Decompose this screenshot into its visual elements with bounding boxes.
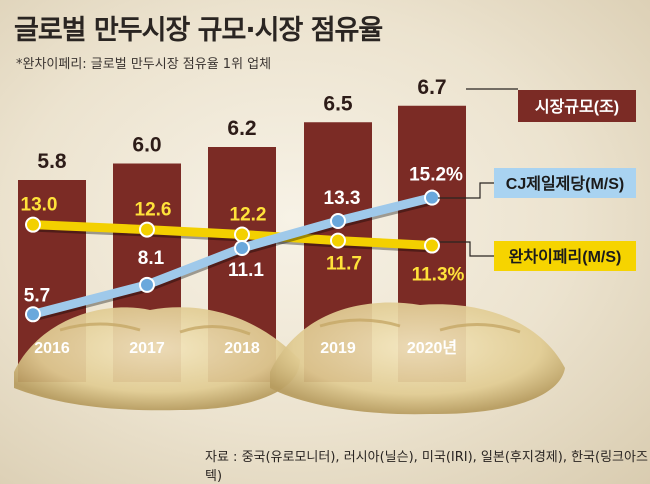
- wanchai-value-label: 12.2: [230, 204, 267, 225]
- wanchai-line-marker: [139, 221, 155, 238]
- dumpling-decoration: [14, 302, 565, 415]
- cj-value-label: 15.2%: [409, 165, 463, 186]
- year-label: 2016: [34, 340, 70, 357]
- bar-value-label: 6.0: [132, 134, 161, 157]
- wanchai-value-label: 11.7: [326, 254, 362, 275]
- legend-box-cj: [494, 168, 636, 198]
- dumpling-fold: [59, 318, 521, 336]
- cj-line-marker: [25, 306, 41, 323]
- year-label: 2018: [224, 340, 260, 357]
- cj-line-marker: [234, 239, 250, 256]
- cj-line-marker: [424, 189, 440, 206]
- legend-leader-cj: [438, 182, 494, 199]
- wanchai-value-label: 11.3%: [412, 265, 465, 286]
- legend-leader-wanchai: [440, 241, 494, 257]
- chart-subtitle: *완차이페리: 글로벌 만두시장 점유율 1위 업체: [16, 57, 272, 72]
- cj-value-label: 5.7: [24, 285, 50, 306]
- cj-line-marker: [139, 276, 155, 293]
- bar-value-label: 6.7: [417, 76, 446, 99]
- cj-value-label: 8.1: [138, 248, 165, 269]
- legend-layer: 시장규모(조) CJ제일제당(M/S) 완차이페리(M/S): [438, 88, 636, 271]
- dumpling-left: [14, 307, 300, 411]
- chart-title: 글로벌 만두시장 규모·시장 점유율: [14, 15, 383, 46]
- year-label: 2020년: [407, 338, 457, 357]
- dumpling-right: [270, 302, 565, 415]
- source-note: 자료 : 중국(유로모니터), 러시아(닐슨), 미국(IRI), 일본(후지경…: [205, 450, 648, 484]
- wanchai-value-label: 13.0: [21, 195, 58, 216]
- cj-value-label: 11.1: [228, 260, 264, 281]
- wanchai-line-marker: [25, 216, 41, 233]
- legend-label-market: 시장규모(조): [535, 98, 619, 116]
- bar-value-label: 6.5: [323, 92, 353, 115]
- year-label: 2019: [320, 340, 356, 357]
- lines-layer: [25, 189, 440, 323]
- legend-label-cj: CJ제일제당(M/S): [506, 175, 624, 193]
- wanchai-line-marker: [234, 226, 250, 243]
- cj-line-marker: [330, 212, 346, 229]
- legend-box-wanchai: [494, 241, 636, 271]
- cj-value-label: 13.3: [324, 188, 361, 209]
- year-label: 2017: [129, 340, 165, 357]
- text-layer: 5.8 2016 6.0 2017 6.2 2018 6.5 2019 6.7 2020년 13.0…: [21, 76, 465, 357]
- wanchai-value-label: 12.6: [135, 200, 172, 221]
- legend-label-wanchai: 완차이페리(M/S): [509, 247, 622, 266]
- bar-value-label: 6.2: [227, 117, 256, 140]
- legend-box-market: [518, 90, 636, 122]
- bar-value-label: 5.8: [37, 150, 67, 173]
- wanchai-line-marker: [424, 237, 440, 254]
- wanchai-line-marker: [330, 232, 346, 249]
